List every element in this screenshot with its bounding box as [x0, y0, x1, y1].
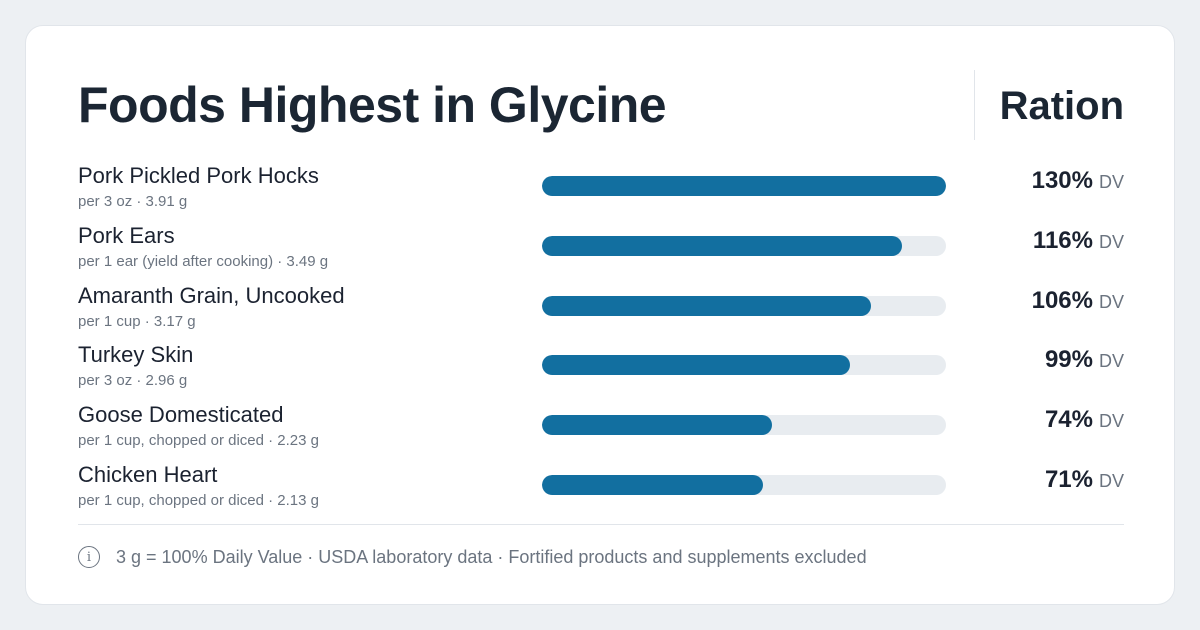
percent-label: 99% DV	[1045, 346, 1124, 374]
brand-logo: Ration	[999, 84, 1124, 128]
chart-title: Foods Highest in Glycine	[78, 77, 667, 133]
bar-row: Goose Domesticated per 1 cup, chopped or …	[26, 402, 1174, 462]
food-name: Goose Domesticated	[78, 402, 284, 428]
food-name: Chicken Heart	[78, 462, 218, 487]
percent-label: 71% DV	[1045, 466, 1124, 494]
percent-value: 99%	[1044, 346, 1093, 374]
percent-label: 106% DV	[1032, 287, 1124, 315]
bar-fill	[542, 295, 872, 316]
bar-track	[542, 176, 946, 196]
bar-track	[542, 475, 946, 495]
food-serving: per 1 cup · 3.17 g	[78, 312, 196, 330]
food-name: Turkey Skin	[78, 342, 194, 368]
bar-track	[542, 295, 946, 316]
percent-unit: DV	[1098, 291, 1124, 312]
bar-track	[542, 415, 946, 436]
footer-note: 3 g = 100% Daily Value · USDA laboratory…	[116, 546, 867, 567]
percent-value: 116%	[1032, 226, 1093, 254]
bar-track	[542, 355, 946, 376]
food-serving: per 1 cup, chopped or diced · 2.23 g	[78, 432, 319, 450]
food-name: Pork Ears	[78, 222, 175, 248]
bar-row: Amaranth Grain, Uncooked per 1 cup · 3.17…	[26, 283, 1174, 343]
bar-fill	[542, 235, 903, 256]
bar-fill	[542, 355, 850, 376]
percent-label: 74% DV	[1045, 406, 1124, 434]
food-name: Amaranth Grain, Uncooked	[78, 282, 345, 308]
percent-label: 130% DV	[1032, 167, 1124, 195]
bar-row: Turkey Skin per 3 oz · 2.96 g 99% DV	[26, 342, 1174, 402]
percent-unit: DV	[1098, 172, 1124, 192]
bar-row: Pork Ears per 1 ear (yield after cooking)…	[26, 223, 1174, 283]
percent-value: 106%	[1031, 286, 1093, 314]
food-serving: per 1 cup, chopped or diced · 2.13 g	[78, 492, 319, 509]
food-serving: per 3 oz · 3.91 g	[78, 193, 188, 210]
bar-row: Pork Pickled Pork Hocks per 3 oz · 3.91 g…	[26, 163, 1174, 223]
percent-value: 71%	[1044, 466, 1093, 493]
percent-unit: DV	[1098, 351, 1124, 372]
food-name: Pork Pickled Pork Hocks	[78, 163, 319, 188]
info-icon: i	[78, 546, 100, 568]
bar-row: Chicken Heart per 1 cup, chopped or diced…	[26, 462, 1174, 522]
food-serving: per 1 ear (yield after cooking) · 3.49 g	[78, 252, 329, 270]
footer-divider	[78, 524, 1124, 525]
percent-unit: DV	[1098, 471, 1124, 491]
bar-fill	[542, 176, 946, 196]
bar-fill	[542, 415, 772, 436]
food-serving: per 3 oz · 2.96 g	[78, 372, 188, 390]
footer: i 3 g = 100% Daily Value · USDA laborato…	[78, 544, 867, 570]
percent-value: 130%	[1031, 167, 1093, 194]
percent-unit: DV	[1098, 411, 1124, 432]
bar-track	[542, 235, 946, 256]
header-divider	[974, 70, 975, 140]
bar-fill	[542, 475, 763, 495]
percent-unit: DV	[1098, 231, 1124, 252]
chart-card: Foods Highest in Glycine Ration Pork Pic…	[25, 25, 1175, 605]
percent-value: 74%	[1044, 406, 1093, 434]
percent-label: 116% DV	[1033, 227, 1124, 255]
